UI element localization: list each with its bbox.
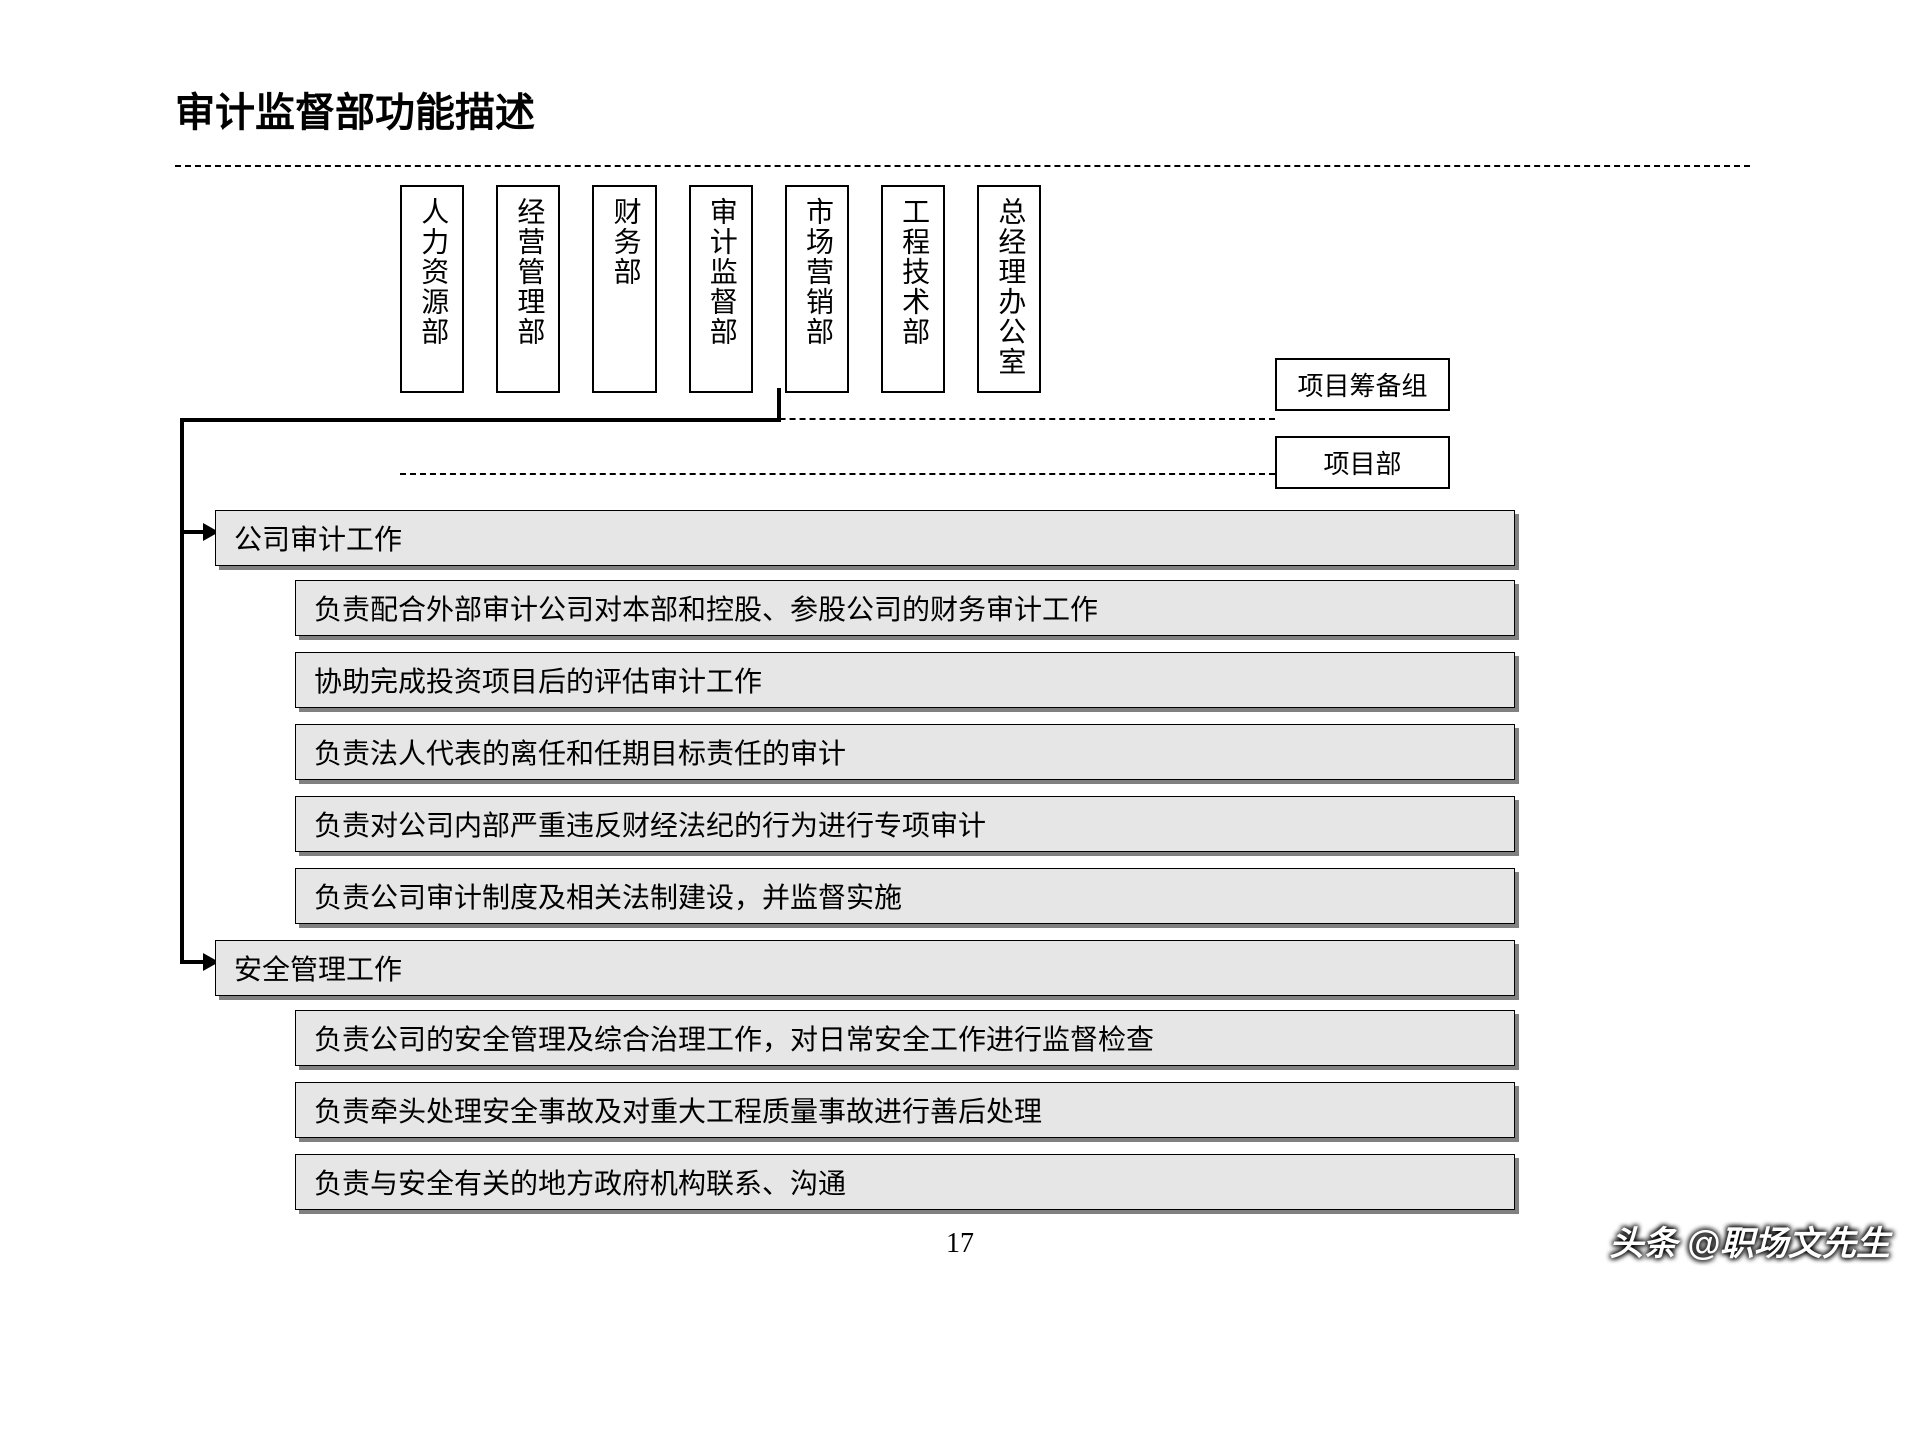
side-box-project: 项目部	[1275, 436, 1450, 489]
watermark: 头条 @职场文先生	[1609, 1216, 1890, 1265]
dept-box-5: 工程技术部	[881, 185, 945, 393]
dept-box-2: 财务部	[592, 185, 656, 393]
dept-box-1: 经营管理部	[496, 185, 560, 393]
side-box-group: 项目筹备组 项目部	[1275, 358, 1450, 514]
dept-label: 财务部	[608, 197, 640, 287]
dept-label: 人力资源部	[416, 197, 448, 347]
section-header-0: 公司审计工作	[215, 510, 1515, 566]
dashed-line-mid-2	[400, 473, 1275, 475]
dept-label: 市场营销部	[801, 197, 833, 347]
section-1-item-2: 负责与安全有关的地方政府机构联系、沟通	[295, 1154, 1515, 1210]
dept-box-3: 审计监督部	[689, 185, 753, 393]
connector-vertical-main	[180, 418, 184, 962]
section-header-1: 安全管理工作	[215, 940, 1515, 996]
dept-label: 工程技术部	[897, 197, 929, 347]
dept-box-6: 总经理办公室	[977, 185, 1041, 393]
dept-label: 经营管理部	[512, 197, 544, 347]
section-0-item-3: 负责对公司内部严重违反财经法纪的行为进行专项审计	[295, 796, 1515, 852]
department-row: 人力资源部 经营管理部 财务部 审计监督部 市场营销部 工程技术部 总经理办公室	[400, 185, 1041, 393]
section-1-item-0: 负责公司的安全管理及综合治理工作，对日常安全工作进行监督检查	[295, 1010, 1515, 1066]
connector-down	[777, 388, 781, 420]
section-1-item-1: 负责牵头处理安全事故及对重大工程质量事故进行善后处理	[295, 1082, 1515, 1138]
side-box-prep: 项目筹备组	[1275, 358, 1450, 411]
dept-label: 审计监督部	[705, 197, 737, 347]
section-0-item-0: 负责配合外部审计公司对本部和控股、参股公司的财务审计工作	[295, 580, 1515, 636]
page-title: 审计监督部功能描述	[175, 80, 1750, 138]
top-dashed-divider	[175, 165, 1750, 167]
section-0-item-2: 负责法人代表的离任和任期目标责任的审计	[295, 724, 1515, 780]
dept-box-0: 人力资源部	[400, 185, 464, 393]
section-0-item-4: 负责公司审计制度及相关法制建设，并监督实施	[295, 868, 1515, 924]
dept-label: 总经理办公室	[993, 197, 1025, 377]
connector-horizontal	[180, 418, 781, 422]
section-0-item-1: 协助完成投资项目后的评估审计工作	[295, 652, 1515, 708]
dept-box-4: 市场营销部	[785, 185, 849, 393]
